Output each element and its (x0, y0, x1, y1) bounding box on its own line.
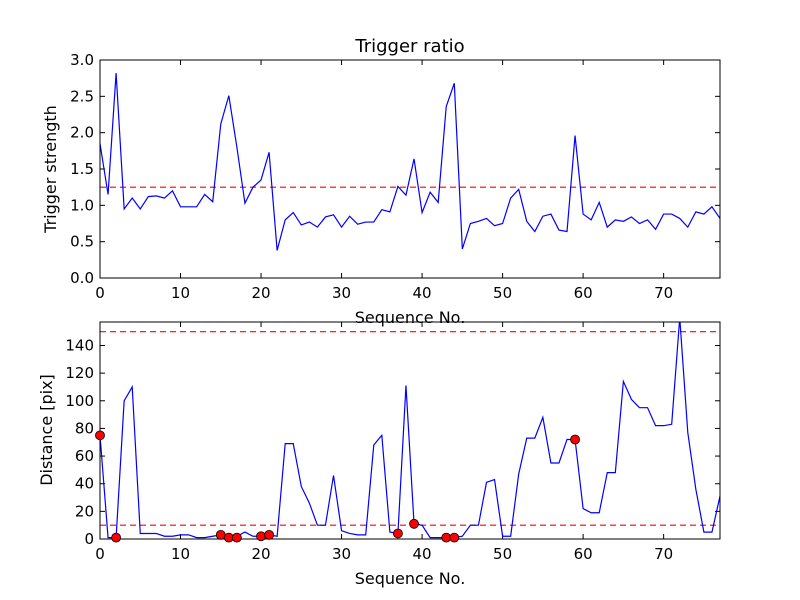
y-tick-label: 3.0 (70, 51, 94, 69)
x-tick-label: 0 (95, 545, 105, 563)
y-tick-label: 0.0 (70, 269, 94, 287)
x-tick-label: 10 (171, 284, 190, 302)
distance-chart: Distance [pix] Sequence No. 0 10 20 30 40 50 6… (37, 321, 721, 588)
x-tick-label: 40 (413, 284, 432, 302)
plot-area (100, 322, 720, 539)
y-tick-label: 40 (75, 475, 94, 493)
x-tick-label: 70 (654, 284, 673, 302)
series-line (100, 73, 720, 251)
data-point-marker (264, 529, 274, 540)
y-tick-label: 1.5 (70, 160, 94, 178)
x-ticks: 0 10 20 30 40 50 60 70 (95, 322, 673, 563)
y-tick-label: 60 (75, 447, 94, 465)
y-tick-label: 2.5 (70, 87, 94, 105)
data-point-marker (409, 518, 419, 529)
data-point-marker (441, 532, 452, 543)
y-tick-label: 0.5 (70, 233, 94, 251)
axes-frame (99, 321, 721, 540)
x-tick-label: 40 (413, 545, 432, 563)
y-tick-label: 140 (65, 336, 94, 354)
trigger-ratio-chart: Trigger ratio Trigger strength Sequence … (41, 36, 721, 327)
chart-title: Trigger ratio (354, 36, 464, 57)
x-tick-label: 50 (493, 284, 512, 302)
y-tick-label: 2.0 (70, 124, 94, 142)
data-point-marker (256, 531, 266, 542)
data-point-marker (449, 532, 460, 543)
x-tick-label: 50 (493, 545, 512, 563)
x-tick-label: 20 (251, 284, 270, 302)
x-axis-label: Sequence No. (355, 308, 466, 327)
y-axis-label: Distance [pix] (37, 374, 56, 486)
y-tick-label: 0 (84, 530, 94, 548)
y-axis-label: Trigger strength (41, 105, 60, 234)
x-ticks: 0 10 20 30 40 50 60 70 (95, 60, 673, 302)
y-ticks: 0.0 0.5 1.0 1.5 2.0 2.5 3.0 (70, 51, 720, 287)
x-tick-label: 70 (654, 545, 673, 563)
data-point-marker (223, 532, 234, 543)
y-tick-label: 120 (65, 364, 94, 382)
x-axis-label: Sequence No. (355, 569, 466, 588)
x-tick-label: 10 (171, 545, 190, 563)
data-point-marker (215, 529, 226, 540)
axes-frame (99, 59, 721, 279)
x-tick-label: 60 (574, 545, 593, 563)
y-tick-label: 1.0 (70, 196, 94, 214)
plot-area (100, 73, 720, 251)
x-tick-label: 30 (332, 545, 351, 563)
y-tick-label: 100 (65, 392, 94, 410)
x-tick-label: 0 (95, 284, 105, 302)
data-point-marker (393, 528, 403, 539)
data-point-marker (231, 532, 242, 543)
data-point-marker (111, 532, 122, 543)
y-ticks: 0 20 40 60 80 100 120 140 (65, 336, 720, 548)
y-tick-label: 20 (75, 502, 94, 520)
x-tick-label: 20 (251, 545, 270, 563)
x-tick-label: 60 (574, 284, 593, 302)
data-point-marker (95, 430, 105, 441)
series-line (100, 322, 720, 539)
y-tick-label: 80 (75, 419, 94, 437)
x-tick-label: 30 (332, 284, 351, 302)
data-point-marker (570, 434, 580, 445)
